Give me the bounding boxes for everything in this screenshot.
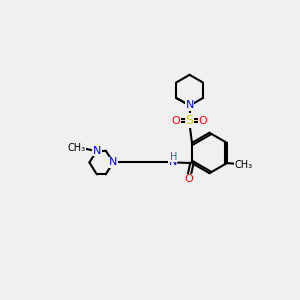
Text: N: N <box>109 158 117 167</box>
Text: N: N <box>168 158 177 167</box>
Text: N: N <box>93 146 101 156</box>
Text: N: N <box>185 100 194 110</box>
Text: S: S <box>186 114 194 127</box>
Text: O: O <box>184 174 193 184</box>
Text: CH₃: CH₃ <box>235 160 253 170</box>
Text: O: O <box>199 116 207 126</box>
Text: CH₃: CH₃ <box>68 143 86 153</box>
Text: O: O <box>172 116 181 126</box>
Text: H: H <box>170 152 178 161</box>
